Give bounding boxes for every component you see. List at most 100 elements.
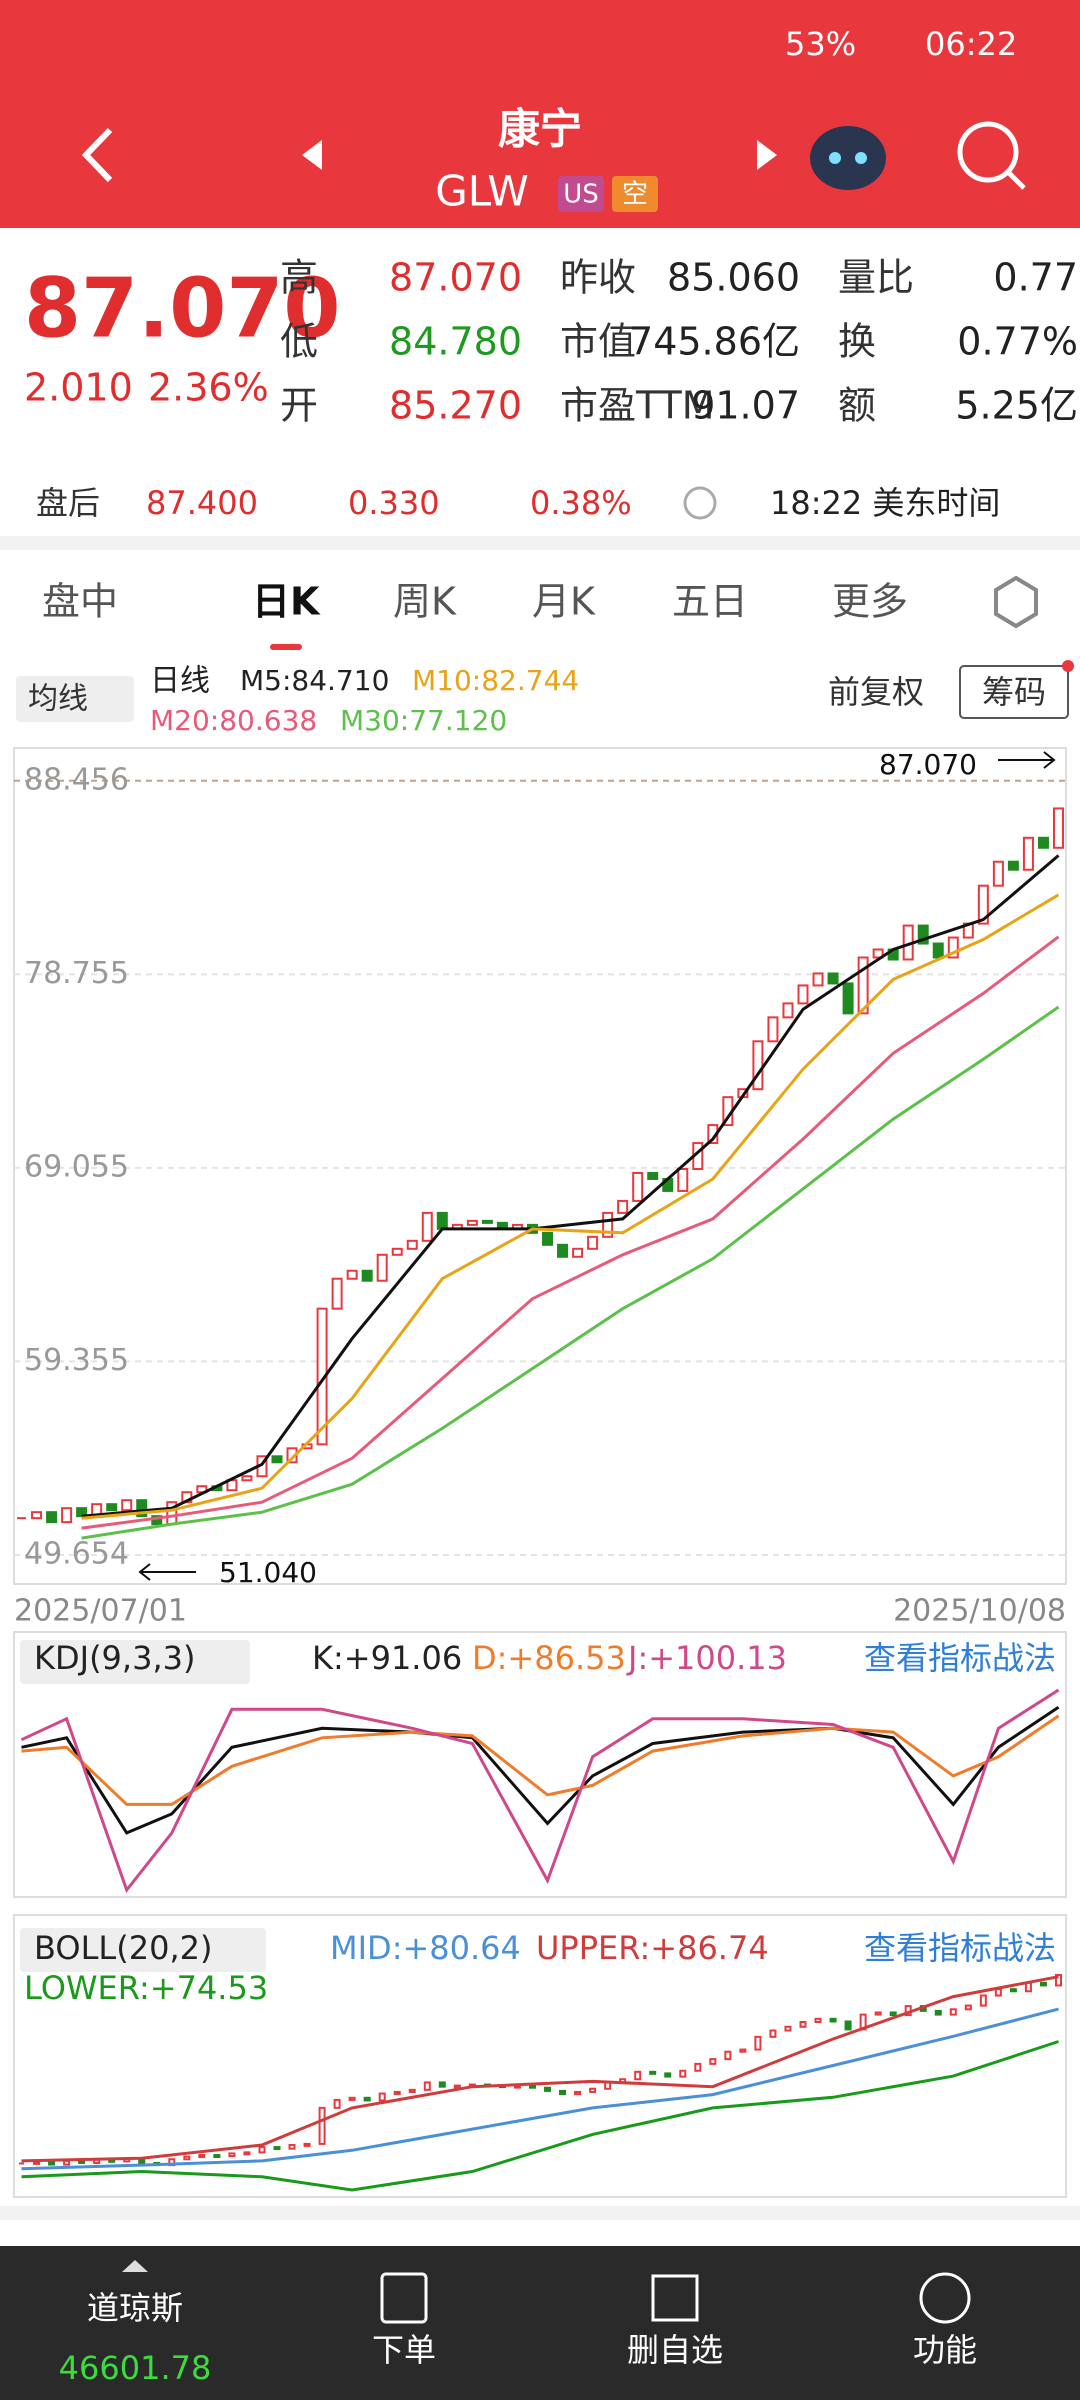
price: 87.070 [24,261,340,356]
y-tick-label: 49.654 [24,1536,129,1571]
candle [453,2084,461,2089]
assistant-icon[interactable] [810,126,886,190]
candle [481,1219,493,1224]
kdj-title[interactable]: KDJ(9,3,3) [34,1639,195,1677]
ma-line [81,1005,1060,1540]
kdj-select[interactable] [20,1640,250,1684]
field-value: 0.77 [993,256,1078,300]
field-label: 额 [838,384,876,428]
adjust[interactable]: 前复权 [828,673,924,711]
tab[interactable]: 日K [252,580,321,624]
kdj-line [21,1714,1060,1806]
ticker: GLW [435,167,529,216]
boll-line [21,2040,1059,2192]
candle [797,984,809,1005]
boll-line [21,2007,1059,2171]
chips[interactable]: 筹码 [982,673,1046,711]
candle [1039,1981,1047,1987]
boll-link[interactable]: 查看指标战法 [864,1929,1056,1967]
ma-button-bg[interactable] [16,676,134,722]
kdj-line [20,1688,1060,1894]
candle [649,2070,657,2075]
candle [466,1219,478,1226]
candle [874,2011,882,2016]
badge: US [563,180,599,210]
candle [872,948,884,959]
candle [46,1511,58,1524]
candle [979,1994,987,2007]
boll-title[interactable]: BOLL(20,2) [34,1929,212,1967]
candle [857,956,869,1015]
tab[interactable]: 周K [393,580,457,624]
tab[interactable]: 盘中 [42,580,118,624]
kdj-label: D:+86.53 [472,1639,626,1677]
ma-label: M30:77.120 [340,704,507,737]
candle [544,2086,552,2092]
tab[interactable]: 五日 [672,580,748,624]
badge: 空 [622,180,648,210]
settings-icon[interactable] [994,575,1038,629]
search-button[interactable] [957,121,1019,183]
candle [271,1455,283,1464]
candle [198,2154,206,2159]
tab[interactable]: 月K [532,580,596,624]
prev-stock[interactable] [302,140,322,170]
badge-bg [558,176,604,212]
y-tick-label: 78.755 [24,956,129,991]
nav-item[interactable]: 下单 [372,2331,436,2369]
menu-icon[interactable] [919,2272,971,2324]
assistant-eye [855,152,867,164]
period: 日线 [150,664,210,699]
candle [844,2020,852,2031]
boll-select[interactable] [20,1928,266,1972]
candle [288,2143,296,2150]
candle [1022,836,1034,871]
expand-arrow[interactable] [122,2260,148,2272]
field-value: 84.780 [389,320,522,364]
candle [528,2084,536,2089]
candle [376,1253,388,1282]
candle [784,2025,792,2032]
candle [739,2048,747,2053]
tab-underline [270,644,302,650]
next-stock[interactable] [757,140,777,170]
candle [587,1235,599,1250]
candle [183,2155,191,2161]
candle [602,1211,614,1238]
boll-label: UPPER:+86.74 [536,1929,769,1967]
candle [992,860,1004,887]
kdj-link[interactable]: 查看指标战法 [864,1639,1056,1677]
candle [677,1167,689,1192]
after-hours-change: 0.330 [348,484,440,522]
remove-icon[interactable] [651,2274,699,2322]
candle [121,1499,133,1512]
y-tick-label: 88.456 [24,762,129,797]
field-value: 85.060 [667,256,800,300]
back-button[interactable] [81,127,113,183]
high-arrow [998,751,1056,769]
candle [994,1988,1002,1997]
index-name[interactable]: 道琼斯 [87,2289,183,2327]
field-value: 85.270 [389,384,522,428]
kdj-label: K:+91.06 [312,1639,462,1677]
high-label: 87.070 [879,748,977,781]
field-label: 低 [280,320,318,364]
candle [331,1277,343,1310]
tab[interactable]: 更多 [832,580,908,624]
nav-item[interactable]: 删自选 [627,2331,723,2369]
index-value: 46601.78 [59,2349,212,2387]
order-icon[interactable] [380,2272,428,2324]
field-label: 换 [838,320,876,364]
candle [679,2069,687,2078]
candle [799,2021,807,2028]
candle [33,2160,41,2165]
candle [1007,860,1019,871]
candle [19,2162,25,2165]
chips-button-bg[interactable] [959,665,1069,719]
ma-button[interactable]: 均线 [28,682,88,717]
candle [436,1211,448,1230]
candle [17,1517,27,1520]
candle [617,1199,629,1214]
nav-item[interactable]: 功能 [913,2331,977,2369]
